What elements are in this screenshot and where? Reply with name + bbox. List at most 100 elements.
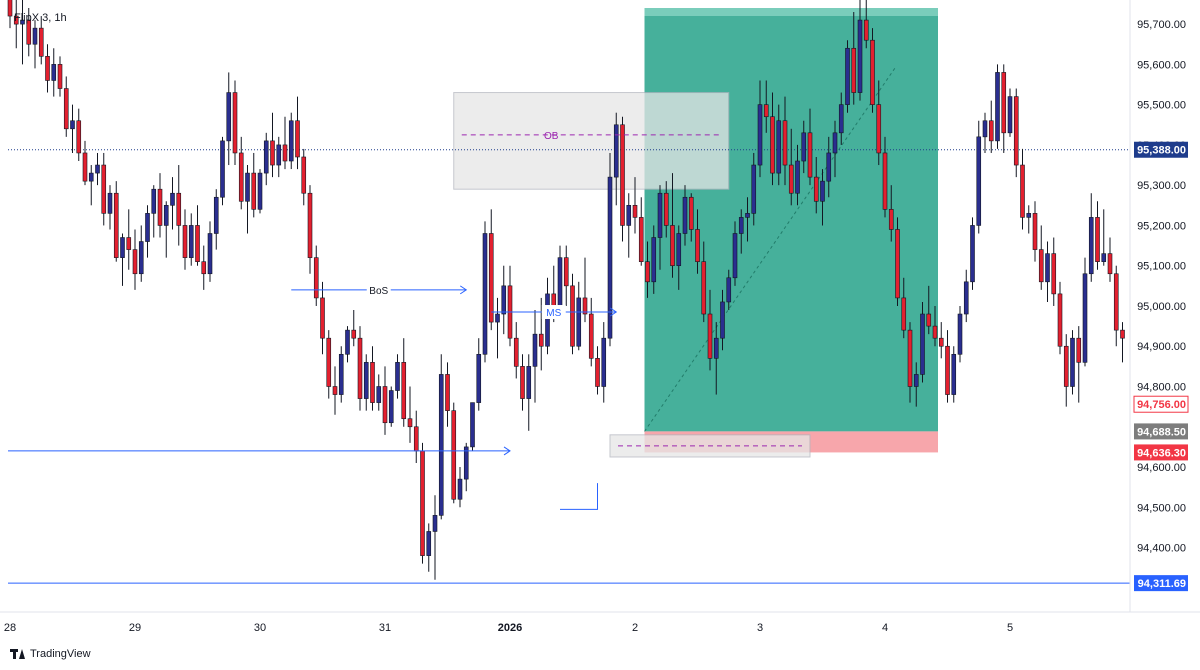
- candle-body: [995, 72, 1000, 142]
- candle: [838, 92, 844, 145]
- candle-body: [426, 531, 432, 556]
- candle: [1063, 334, 1069, 407]
- candle: [182, 209, 188, 270]
- candle: [245, 165, 250, 234]
- time-axis: 28 29 30 31 2026 2 3 4 5: [0, 611, 1200, 634]
- candle-body: [801, 132, 807, 162]
- annotations-layer: BoS MS OB: [8, 131, 802, 510]
- candle-body: [476, 353, 482, 403]
- ms-label: MS: [546, 308, 561, 319]
- x-tick-label: 29: [129, 622, 141, 634]
- candle-body: [901, 297, 907, 331]
- y-tick-label: 94,600.00: [1137, 462, 1186, 474]
- candle-body: [51, 64, 57, 81]
- candle-body: [182, 225, 188, 258]
- candle-body: [870, 39, 875, 105]
- candle: [526, 354, 532, 431]
- candle-body: [363, 362, 369, 399]
- candle-body: [645, 261, 650, 283]
- y-tick-label: 95,200.00: [1137, 220, 1186, 232]
- candle-body: [1113, 273, 1119, 331]
- candle-body: [238, 152, 244, 202]
- candle: [1082, 257, 1088, 367]
- candle: [288, 112, 294, 170]
- candle: [51, 48, 57, 97]
- candle: [732, 221, 738, 286]
- candle: [357, 326, 363, 411]
- price-label-text: 94,311.69: [1138, 578, 1186, 590]
- candle-body: [126, 237, 132, 250]
- candle: [682, 185, 688, 246]
- candle: [445, 362, 450, 427]
- candle: [88, 165, 94, 206]
- candle: [601, 322, 607, 403]
- candle-body: [520, 366, 525, 399]
- candle: [1120, 322, 1125, 363]
- candle: [707, 289, 713, 371]
- candle-body: [432, 515, 438, 532]
- candle-body: [326, 337, 332, 387]
- candle-body: [907, 329, 913, 387]
- candle: [688, 193, 694, 242]
- candle-body: [7, 0, 13, 17]
- candle-body: [888, 209, 894, 230]
- candle-body: [932, 325, 938, 339]
- candle-body: [151, 188, 157, 214]
- candle: [345, 326, 350, 363]
- candle: [57, 56, 63, 97]
- y-tick-label: 94,800.00: [1137, 382, 1186, 394]
- candle: [632, 177, 638, 234]
- candle: [695, 209, 700, 274]
- candle-body: [832, 132, 838, 154]
- candle-body: [895, 229, 900, 299]
- candle: [395, 354, 400, 399]
- candle-body: [413, 426, 419, 452]
- candle: [488, 209, 494, 331]
- candle: [782, 96, 788, 186]
- candle-body: [345, 329, 350, 355]
- candle-body: [320, 297, 325, 339]
- candle: [982, 112, 988, 153]
- candle: [307, 185, 313, 274]
- candle: [913, 362, 919, 407]
- candle-body: [207, 233, 213, 275]
- candle-body: [351, 329, 357, 339]
- candle: [670, 173, 675, 278]
- x-tick-label: 31: [379, 622, 391, 634]
- candle: [251, 152, 257, 218]
- candle: [401, 338, 407, 427]
- candle: [138, 225, 144, 282]
- candle-body: [588, 313, 594, 359]
- candle: [132, 229, 138, 290]
- candle: [332, 366, 338, 415]
- candle-body: [201, 261, 207, 275]
- candle: [501, 265, 507, 335]
- candle-body: [782, 120, 788, 166]
- candle: [870, 28, 875, 113]
- candle: [801, 120, 807, 174]
- position-path-line: [644, 67, 896, 432]
- x-tick-label: 2026: [498, 622, 522, 634]
- candle-body: [45, 56, 50, 81]
- candle-body: [101, 164, 107, 214]
- candle-body: [882, 152, 888, 210]
- candle-body: [876, 104, 882, 154]
- candle-body: [682, 196, 688, 234]
- candle-body: [632, 205, 638, 218]
- y-tick-label: 94,500.00: [1137, 502, 1186, 514]
- candle: [226, 72, 232, 166]
- candle: [1045, 241, 1050, 302]
- x-tick-label: 5: [1007, 622, 1013, 634]
- candle-body: [526, 366, 532, 399]
- candle: [282, 116, 288, 170]
- candle-body: [951, 353, 957, 395]
- candle-body: [226, 92, 232, 142]
- candle-body: [251, 172, 257, 210]
- candle-body: [32, 27, 38, 45]
- candle-body: [1063, 345, 1069, 387]
- candle: [376, 374, 382, 411]
- candle: [588, 297, 594, 367]
- candle-body: [1013, 96, 1019, 166]
- y-tick-label: 95,100.00: [1137, 261, 1186, 273]
